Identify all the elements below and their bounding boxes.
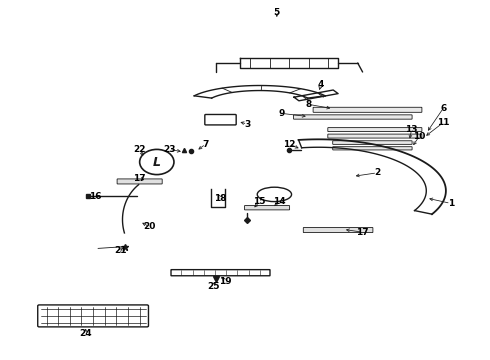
Text: 6: 6: [441, 104, 446, 113]
Text: 17: 17: [133, 174, 146, 183]
FancyBboxPatch shape: [328, 128, 422, 132]
FancyBboxPatch shape: [245, 206, 290, 210]
Text: 16: 16: [89, 192, 102, 201]
Text: 19: 19: [219, 277, 232, 286]
Text: 12: 12: [283, 140, 295, 149]
FancyBboxPatch shape: [328, 134, 422, 138]
FancyBboxPatch shape: [303, 228, 373, 233]
Text: 14: 14: [273, 197, 286, 206]
FancyBboxPatch shape: [117, 179, 162, 184]
Text: 5: 5: [274, 8, 280, 17]
Text: 15: 15: [253, 197, 266, 206]
Text: 11: 11: [437, 118, 450, 127]
Text: 4: 4: [318, 80, 324, 89]
Text: 8: 8: [306, 100, 312, 109]
Text: 21: 21: [114, 246, 126, 255]
FancyBboxPatch shape: [333, 141, 412, 144]
Text: 22: 22: [133, 145, 146, 154]
Text: L: L: [153, 156, 161, 168]
Text: 3: 3: [245, 120, 250, 129]
Text: 18: 18: [214, 194, 227, 202]
Text: 23: 23: [163, 145, 175, 154]
Text: 24: 24: [79, 328, 92, 338]
Text: 17: 17: [356, 228, 369, 237]
FancyBboxPatch shape: [313, 107, 422, 112]
FancyBboxPatch shape: [333, 147, 412, 150]
Text: 1: 1: [448, 199, 454, 208]
Text: 20: 20: [143, 222, 156, 231]
Text: 7: 7: [202, 140, 209, 149]
Text: 2: 2: [374, 168, 380, 177]
Text: 10: 10: [413, 132, 425, 141]
FancyBboxPatch shape: [294, 115, 412, 119]
Text: 25: 25: [207, 282, 220, 291]
Text: 13: 13: [405, 125, 418, 134]
Text: 9: 9: [278, 109, 285, 118]
